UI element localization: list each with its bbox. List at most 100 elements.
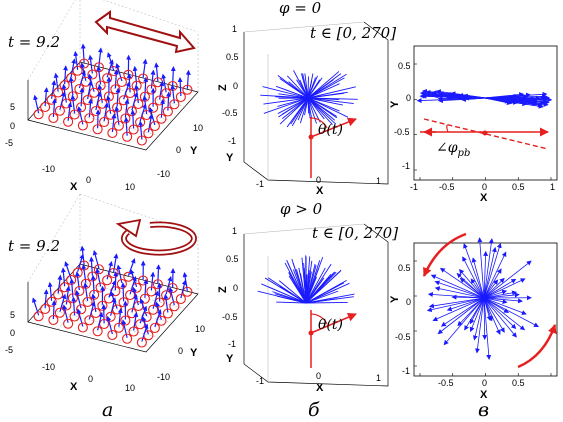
spin-vector: [483, 297, 539, 328]
z-tick: -5: [5, 138, 13, 148]
spin-arrow: [80, 43, 86, 63]
spin-vector: [443, 297, 485, 346]
spin-vector: [440, 297, 485, 327]
spin-arrow: [75, 290, 82, 309]
grid-line: [27, 193, 81, 283]
spin-vector: [484, 92, 532, 99]
spin-vector: [483, 297, 517, 338]
spin-vector: [469, 297, 485, 333]
spin-vector: [483, 242, 502, 299]
spin-vector: [464, 297, 485, 331]
x-tick: -1: [410, 182, 418, 192]
y-tick: -1: [402, 366, 410, 376]
y-tick: 0: [406, 93, 411, 103]
x-tick: 0: [316, 371, 321, 381]
site-marker: [66, 274, 77, 286]
z-tick: -0.5: [222, 108, 238, 118]
x-tick: 10: [125, 383, 135, 393]
spin-arrow: [139, 305, 148, 324]
spin-vector: [305, 277, 325, 304]
z-tick: 0.5: [226, 52, 239, 62]
spin-vector: [305, 269, 342, 304]
spin-vector: [305, 296, 354, 304]
spin-trajectory: [260, 70, 358, 128]
angle-frame: [243, 21, 389, 185]
y-axis-label: Y: [190, 347, 198, 359]
angle-frame: [243, 223, 389, 387]
site-marker: [76, 102, 87, 113]
site-marker: [92, 124, 103, 135]
spin-vector: [426, 297, 485, 313]
spin-vector: [482, 297, 488, 341]
spin-vector: [288, 275, 307, 304]
header-phi-positive: φ > 0: [280, 200, 323, 218]
spin-vector: [483, 251, 507, 299]
spin-vector: [279, 97, 309, 125]
spin-vector: [307, 73, 314, 99]
y-tick: 0.5: [398, 61, 411, 71]
spin-arrow: [60, 267, 66, 287]
spin-vector: [304, 73, 309, 99]
z-tick: -1: [228, 136, 236, 146]
theta-indicator: [308, 117, 357, 178]
spin-arrow: [121, 319, 128, 338]
site-marker: [125, 289, 136, 301]
z-axis-label: Z: [217, 286, 229, 293]
spin-arrow: [97, 311, 104, 331]
spin-arrow: [88, 98, 94, 118]
site-marker: [95, 282, 106, 293]
spin-vector: [277, 97, 309, 114]
spin-vector: [434, 286, 485, 299]
site-marker: [48, 112, 59, 124]
spin-arrow: [89, 256, 95, 276]
spin-vector: [483, 279, 499, 299]
spin-vector: [305, 280, 347, 304]
spin-vector: [483, 278, 517, 299]
spin-arrow: [63, 65, 69, 85]
site-marker: [48, 314, 59, 326]
spin-vector: [305, 272, 335, 304]
site-marker: [149, 322, 160, 334]
site-marker: [128, 326, 139, 337]
spin-vector: [307, 79, 321, 99]
spin-arrow: [123, 81, 131, 100]
y-tick: -1: [402, 161, 410, 171]
x-axis-label: X: [70, 181, 78, 193]
x-tick: 1: [550, 182, 555, 192]
site-marker: [97, 300, 108, 311]
x-tick: -1: [256, 376, 264, 386]
site-marker: [169, 99, 180, 110]
site-marker: [143, 128, 154, 139]
z-tick: -5: [5, 345, 13, 355]
spin-vector: [307, 97, 317, 124]
site-marker: [33, 109, 44, 120]
spin-vector: [474, 297, 485, 354]
site-marker: [102, 73, 113, 84]
x-tick: 1: [376, 176, 381, 186]
spin-vector: [307, 86, 356, 99]
spin-vector: [299, 97, 309, 124]
time-label: t = 9.2: [8, 33, 60, 51]
spin-vector: [278, 93, 309, 99]
site-marker: [146, 84, 157, 95]
y-axis-label: Y: [226, 353, 234, 365]
site-marker: [169, 301, 180, 312]
spin-arrow: [185, 69, 191, 89]
site-marker: [77, 322, 88, 333]
y-tick: -10: [157, 372, 170, 382]
time-label: t = 9.2: [8, 237, 60, 255]
spin-vector: [457, 297, 485, 327]
site-marker: [87, 271, 98, 282]
spin-vector: [307, 97, 349, 118]
spin-vector: [307, 97, 333, 125]
spin-vector: [307, 97, 311, 119]
spin-vector: [307, 97, 338, 117]
spin-arrow: [131, 293, 138, 313]
spin-vector: [307, 83, 340, 99]
lattice-spins: [33, 43, 193, 146]
spin-arrow: [43, 87, 49, 107]
spin-arrow: [106, 260, 113, 280]
spin-vector: [483, 292, 520, 299]
spin-vector: [276, 301, 307, 304]
spin-vector: [275, 85, 309, 99]
